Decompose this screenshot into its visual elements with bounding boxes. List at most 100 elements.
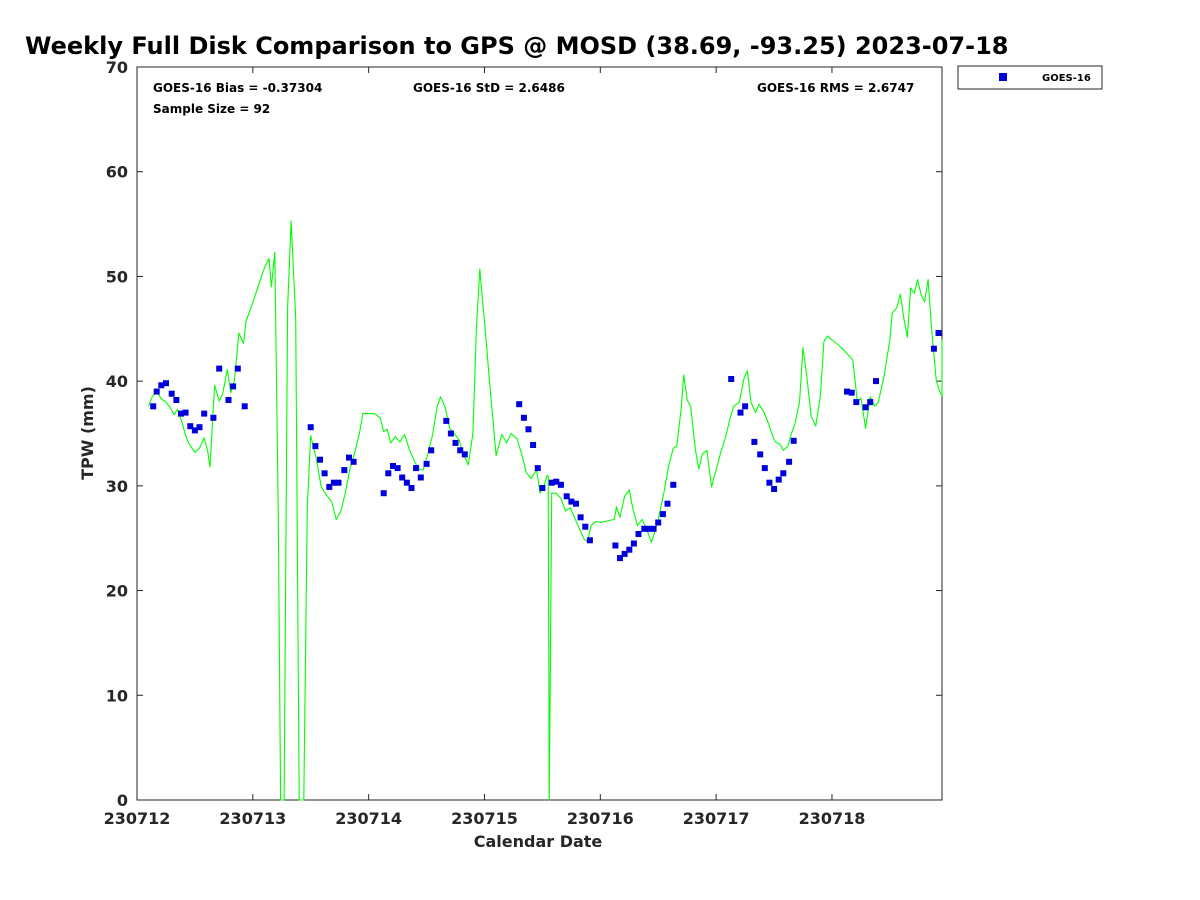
goes16-point (173, 397, 180, 403)
goes16-point (413, 465, 420, 472)
goes16-point (335, 479, 342, 486)
goes16-point (530, 442, 537, 448)
goes16-point (399, 474, 406, 481)
goes16-point (873, 378, 879, 385)
goes16-point (761, 465, 768, 472)
goes16-point (326, 483, 333, 490)
goes16-point (403, 479, 410, 486)
goes16-point (664, 500, 671, 507)
goes16-point (586, 537, 593, 544)
goes16-point (650, 525, 657, 532)
goes16-point (548, 479, 555, 486)
goes16-point (423, 460, 430, 467)
goes16-point (417, 474, 424, 481)
x-tick-label: 230718 (799, 809, 866, 828)
goes16-point (187, 423, 194, 430)
rms-stat: GOES-16 RMS = 2.6747 (757, 81, 914, 95)
goes16-point (771, 486, 778, 492)
goes16-point (182, 409, 189, 416)
goes16-point (534, 465, 541, 472)
bias-stat: GOES-16 Bias = -0.37304 (153, 81, 322, 95)
goes16-point (670, 481, 677, 488)
goes16-point (196, 424, 203, 431)
x-tick-label: 230712 (104, 809, 171, 828)
goes16-point (867, 399, 874, 406)
y-tick-label: 30 (106, 477, 128, 496)
y-tick-label: 10 (106, 686, 128, 705)
goes16-point (307, 424, 314, 431)
legend-marker (999, 73, 1007, 81)
goes16-point (853, 399, 860, 406)
goes16-point (848, 389, 855, 396)
goes16-point (775, 476, 782, 483)
x-axis: 230712 230713 230714 230715 230716 230717 2307… (104, 67, 866, 828)
goes16-point (780, 470, 787, 477)
goes16-point (612, 542, 619, 549)
goes16-point (617, 555, 623, 562)
x-tick-label: 230717 (683, 809, 750, 828)
goes16-point (443, 417, 450, 424)
x-axis-label: Calendar Date (474, 832, 603, 851)
goes16-point (321, 470, 328, 477)
goes16-point (230, 383, 237, 390)
goes16-point (568, 498, 575, 505)
goes16-point (630, 540, 637, 547)
goes16-point (626, 546, 633, 553)
goes16-point (582, 523, 589, 530)
goes16-point (563, 493, 570, 500)
goes16-point (346, 454, 352, 461)
goes16-point (728, 376, 735, 382)
goes16-point (751, 438, 758, 445)
goes16-point (428, 447, 435, 454)
goes16-point (790, 437, 797, 444)
goes16-point (447, 430, 454, 437)
y-tick-label: 70 (106, 58, 128, 77)
goes16-point (635, 531, 642, 537)
goes16-point (341, 467, 348, 474)
chart-title: Weekly Full Disk Comparison to GPS @ MOS… (25, 32, 1008, 60)
x-tick-label: 230716 (567, 809, 634, 828)
legend-label: GOES-16 (1042, 73, 1091, 84)
goes16-point (191, 427, 198, 434)
goes16-point (210, 414, 217, 421)
goes16-point (520, 414, 527, 421)
sample-size-stat: Sample Size = 92 (153, 102, 270, 116)
y-tick-label: 0 (117, 791, 128, 810)
goes16-point (380, 490, 387, 497)
gps-tpw-line (148, 220, 943, 801)
goes16-point (655, 519, 662, 526)
goes16-point (930, 345, 937, 352)
goes16-point (516, 401, 523, 408)
plot-area (136, 66, 943, 801)
std-stat: GOES-16 StD = 2.6486 (413, 81, 565, 95)
goes16-point (312, 443, 319, 450)
goes16-point (461, 451, 468, 458)
goes16-point (225, 397, 232, 403)
goes16-point (862, 404, 869, 411)
goes16-point (153, 388, 160, 395)
goes16-point (935, 330, 942, 336)
goes16-point (163, 380, 169, 387)
goes16-point (577, 514, 584, 521)
goes16-point (457, 447, 464, 454)
goes16-point (757, 451, 764, 458)
goes16-point (539, 485, 546, 491)
goes16-point (525, 426, 532, 433)
goes16-point (408, 485, 415, 491)
goes16-point (330, 479, 337, 486)
y-tick-label: 50 (106, 267, 128, 286)
goes16-point (737, 409, 744, 416)
goes16-point (178, 410, 184, 417)
goes16-point (150, 403, 157, 410)
goes16-point (394, 465, 401, 472)
y-axis: 0 10 20 30 40 50 60 70 (106, 58, 942, 810)
y-axis-label: TPW (mm) (78, 386, 97, 480)
goes16-point (241, 403, 248, 410)
x-tick-label: 230715 (451, 809, 518, 828)
goes16-point (158, 382, 165, 389)
x-tick-label: 230714 (335, 809, 402, 828)
goes16-point (621, 550, 628, 557)
goes16-point (385, 470, 392, 477)
goes16-point (201, 410, 208, 417)
